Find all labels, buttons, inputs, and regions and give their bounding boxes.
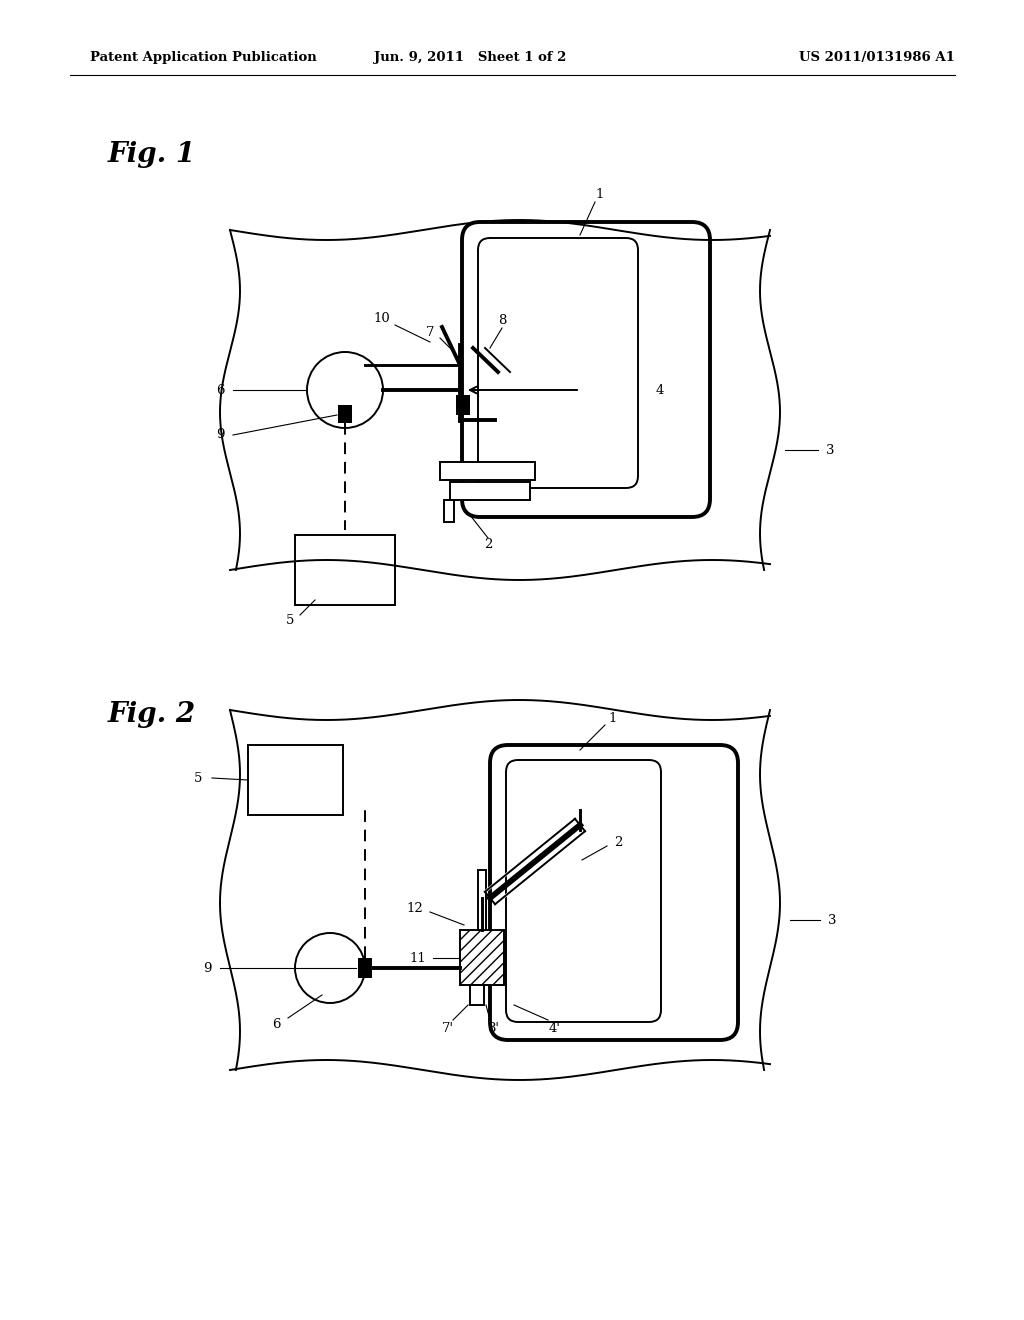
Text: 4: 4 <box>655 384 665 396</box>
FancyBboxPatch shape <box>506 760 662 1022</box>
Text: 12: 12 <box>407 902 423 915</box>
Bar <box>440 462 535 480</box>
Text: Fig. 2: Fig. 2 <box>108 701 197 729</box>
Bar <box>295 535 395 605</box>
Bar <box>478 870 486 931</box>
Bar <box>338 405 352 422</box>
Bar <box>456 395 470 414</box>
Text: 6: 6 <box>216 384 224 396</box>
FancyBboxPatch shape <box>462 222 710 517</box>
Text: 2: 2 <box>613 836 623 849</box>
Text: 9: 9 <box>216 429 224 441</box>
Text: Jun. 9, 2011   Sheet 1 of 2: Jun. 9, 2011 Sheet 1 of 2 <box>374 51 566 65</box>
Bar <box>248 744 343 814</box>
Text: Patent Application Publication: Patent Application Publication <box>90 51 316 65</box>
FancyBboxPatch shape <box>490 744 738 1040</box>
Text: 1: 1 <box>609 711 617 725</box>
FancyBboxPatch shape <box>478 238 638 488</box>
Bar <box>470 985 484 1005</box>
Text: 3: 3 <box>825 444 835 457</box>
Text: 10: 10 <box>374 312 390 325</box>
Text: 9: 9 <box>203 961 211 974</box>
Bar <box>444 500 454 521</box>
Text: 7: 7 <box>426 326 434 338</box>
Text: 7': 7' <box>442 1022 454 1035</box>
Text: 11: 11 <box>410 952 426 965</box>
Text: Fig. 1: Fig. 1 <box>108 141 197 169</box>
Text: 4': 4' <box>549 1022 561 1035</box>
Text: 3: 3 <box>827 913 837 927</box>
Text: 2: 2 <box>483 539 493 552</box>
Text: 8: 8 <box>498 314 506 326</box>
Text: 8': 8' <box>487 1022 499 1035</box>
Bar <box>460 931 504 985</box>
Bar <box>450 482 530 500</box>
Bar <box>358 958 372 978</box>
Text: US 2011/0131986 A1: US 2011/0131986 A1 <box>799 51 955 65</box>
Text: 5: 5 <box>286 614 294 627</box>
Text: 6: 6 <box>271 1019 281 1031</box>
Text: 5: 5 <box>194 771 202 784</box>
Text: 1: 1 <box>596 189 604 202</box>
